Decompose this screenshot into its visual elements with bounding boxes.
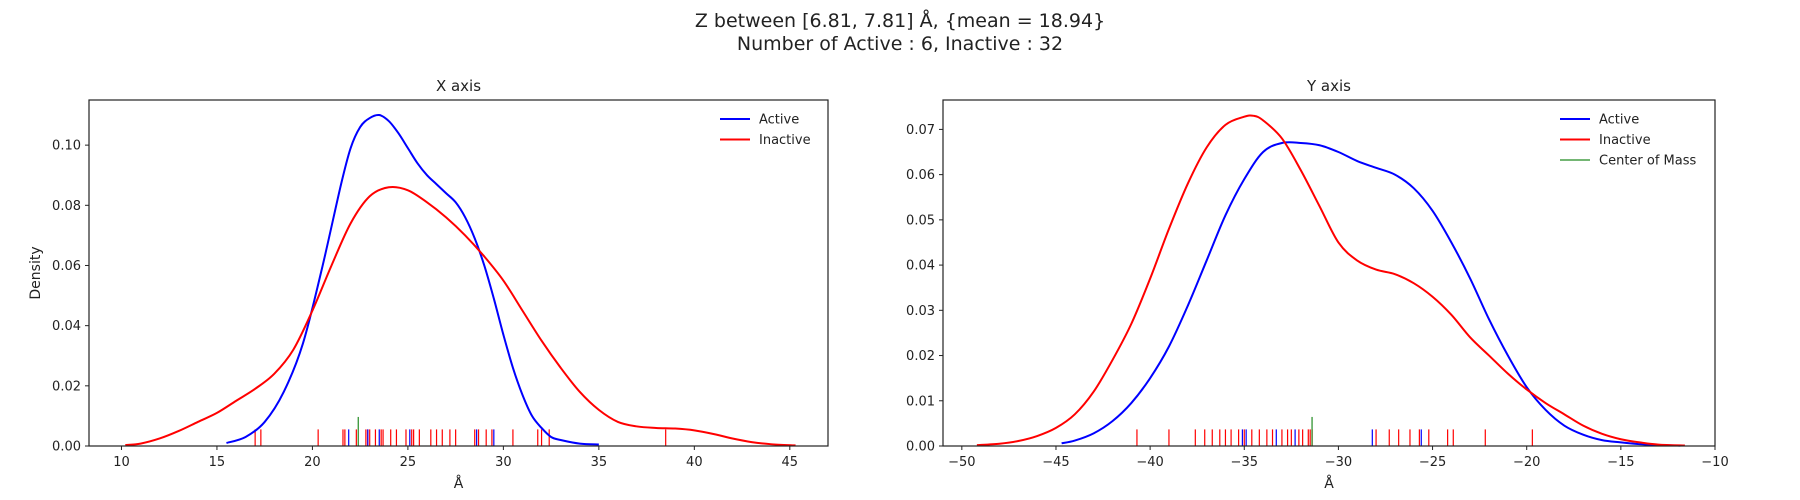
legend: Active Inactive (720, 113, 811, 148)
x-tick-label: 40 (686, 455, 703, 470)
y-tick-label: 0.00 (906, 440, 935, 455)
x-tick-label: −10 (1701, 455, 1728, 470)
y-tick-label: 0.07 (906, 123, 935, 138)
y-tick-label: 0.00 (52, 440, 81, 455)
legend-label: Active (759, 113, 799, 128)
y-tick-label: 0.04 (52, 319, 81, 334)
legend-label: Active (1599, 113, 1639, 128)
y-tick-label: 0.02 (52, 379, 81, 394)
x-tick-label: −40 (1136, 455, 1163, 470)
y-tick-label: 0.10 (52, 139, 81, 154)
panel-title: Y axis (1306, 77, 1351, 95)
y-tick-label: 0.04 (906, 259, 935, 274)
x-tick-label: −30 (1325, 455, 1352, 470)
figure-title-line2: Number of Active : 6, Inactive : 32 (736, 33, 1064, 55)
x-tick-label: −45 (1042, 455, 1069, 470)
y-tick-label: 0.08 (52, 199, 81, 214)
x-tick-label: 25 (400, 455, 417, 470)
x-tick-label: 30 (495, 455, 512, 470)
x-tick-label: 45 (782, 455, 799, 470)
y-tick-label: 0.02 (906, 349, 935, 364)
y-tick-label: 0.03 (906, 304, 935, 319)
figure-title-line1: Z between [6.81, 7.81] Å, {mean = 18.94} (694, 10, 1106, 32)
x-tick-label: −50 (948, 455, 975, 470)
x-tick-label: −25 (1419, 455, 1446, 470)
x-axis-label: Å (1324, 475, 1334, 492)
x-axis-panel: X axis 10 15 20 25 30 35 40 45 0.00 0.02 0.04 0.06 0.… (28, 77, 829, 492)
plot-frame (88, 99, 829, 447)
legend: Active Inactive Center of Mass (1560, 113, 1697, 169)
y-tick-label: 0.06 (52, 259, 81, 274)
active-density-curve (226, 113, 599, 446)
legend-label: Inactive (1599, 133, 1651, 148)
y-tick-label: 0.01 (906, 394, 935, 409)
y-tick-label: 0.06 (906, 168, 935, 183)
legend-label: Inactive (759, 133, 811, 148)
panel-title: X axis (436, 77, 481, 95)
inactive-density-curve (125, 185, 796, 447)
x-tick-label: −20 (1513, 455, 1540, 470)
x-tick-label: −35 (1231, 455, 1258, 470)
x-tick-label: −15 (1607, 455, 1634, 470)
x-tick-label: 20 (304, 455, 321, 470)
x-tick-label: 15 (209, 455, 226, 470)
x-tick-label: 35 (591, 455, 608, 470)
inactive-density-curve (976, 114, 1685, 447)
y-tick-label: 0.05 (906, 213, 935, 228)
x-tick-label: 10 (113, 455, 130, 470)
active-density-curve (1061, 141, 1682, 447)
y-axis-label: Density (28, 246, 44, 299)
y-axis-panel: Y axis −50 −45 −40 −35 −30 −25 −20 −15 −10 0.00 0.0… (906, 77, 1729, 492)
legend-label: Center of Mass (1599, 154, 1697, 169)
x-axis-label: Å (454, 475, 464, 492)
plot-frame (942, 99, 1716, 447)
